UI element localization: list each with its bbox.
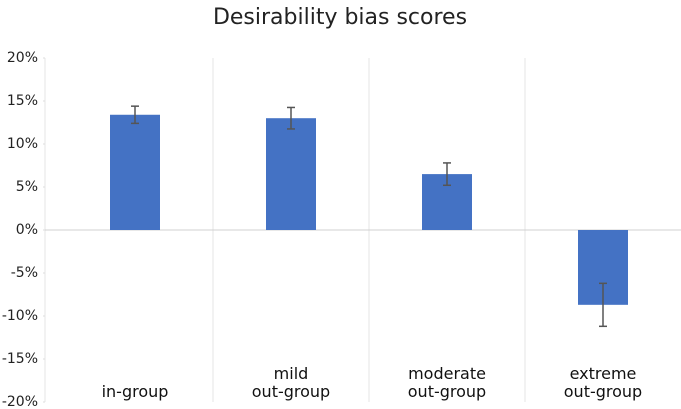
- error-bar: [131, 105, 139, 125]
- y-tick-label: -15%: [2, 351, 38, 367]
- y-tick-label: 5%: [16, 179, 38, 195]
- bar: [266, 118, 316, 230]
- y-tick-label: 20%: [7, 50, 38, 66]
- error-bar: [599, 282, 607, 328]
- y-tick-label: 10%: [7, 136, 38, 152]
- x-tick-label: mild out-group: [251, 364, 331, 401]
- bar: [110, 114, 160, 230]
- y-tick-label: -20%: [2, 394, 38, 409]
- error-bar: [443, 162, 451, 187]
- y-tick-label: 0%: [16, 222, 38, 238]
- x-tick-label: in-group: [101, 382, 169, 401]
- y-tick-label: -10%: [2, 308, 38, 324]
- y-tick-label: -5%: [11, 265, 38, 281]
- x-tick-label: moderate out-group: [407, 364, 487, 401]
- x-tick-label: extreme out-group: [563, 364, 643, 401]
- y-tick-label: 15%: [7, 93, 38, 109]
- error-bar: [287, 106, 295, 130]
- chart-title: Desirability bias scores: [213, 5, 467, 30]
